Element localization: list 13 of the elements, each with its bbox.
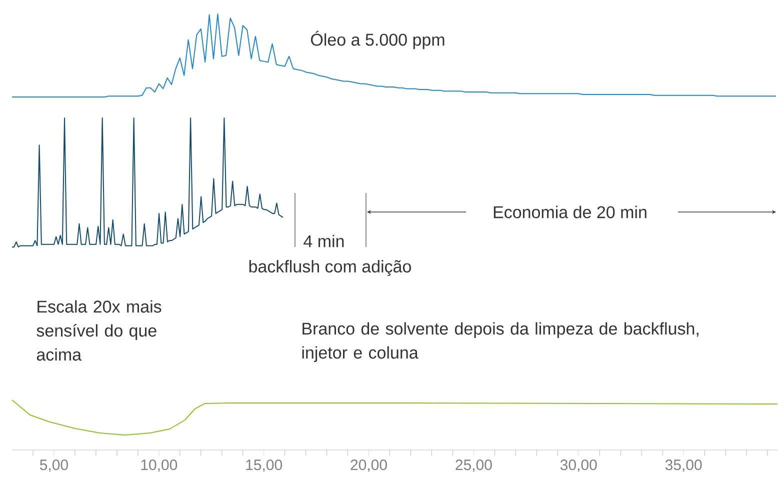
text: Branco de solvente depois da limpeza de backflush, injetor e coluna [302, 322, 698, 362]
text: backflush com adição [249, 260, 411, 276]
x-tick-label: 20,00 [350, 460, 387, 472]
text: Economia de 20 min [494, 206, 646, 218]
x-tick-label: 10,00 [141, 460, 178, 472]
x-tick-label: 25,00 [456, 460, 492, 472]
text: Escala 20x mais sensível do que acima [36, 300, 162, 361]
x-tick-label: 5,00 [40, 460, 68, 472]
annotation: Óleo a 5.000 ppm [311, 30, 444, 50]
text: 4 min [304, 234, 344, 248]
x-tick-label: 35,00 [665, 460, 702, 472]
x-tick-label: 15,00 [246, 460, 282, 472]
x-tick-label: 30,00 [560, 460, 597, 472]
